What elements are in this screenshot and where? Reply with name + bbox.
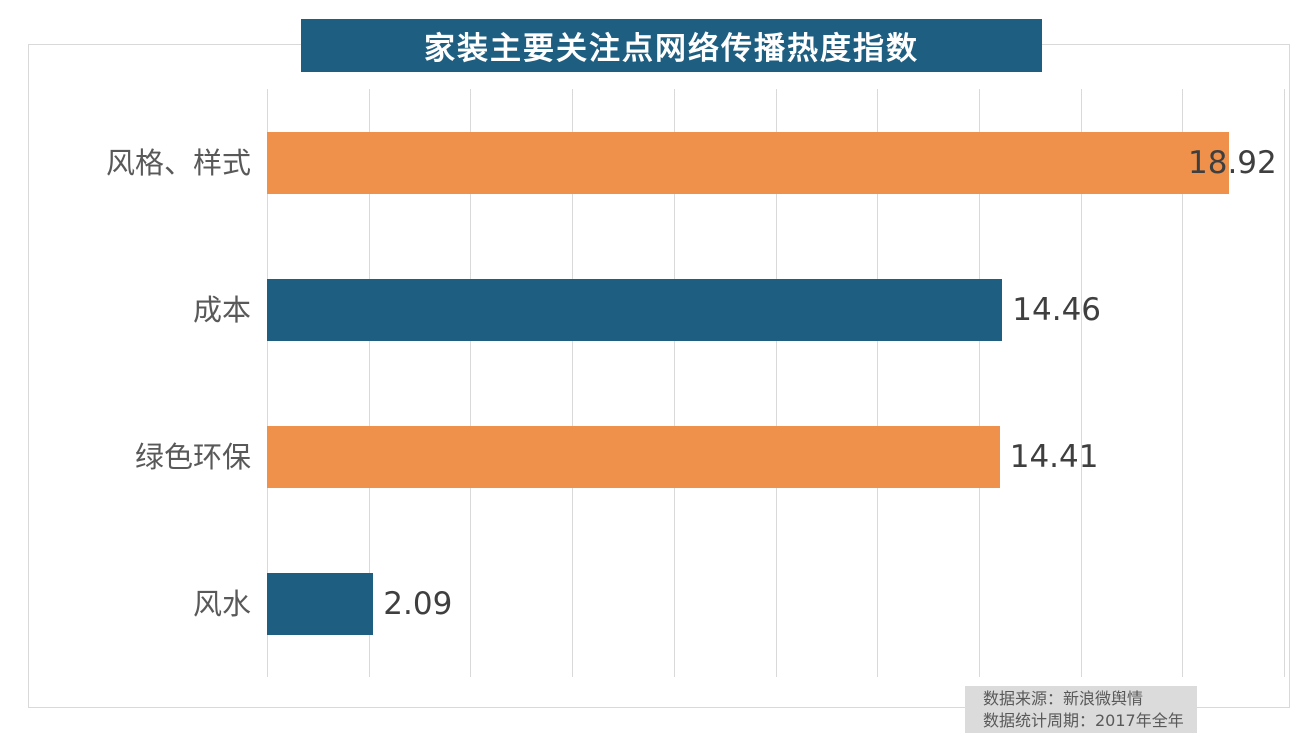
chart-title: 家装主要关注点网络传播热度指数: [301, 19, 1042, 72]
gridline: [1284, 89, 1285, 677]
bar-3: [267, 425, 1000, 488]
gridline: [673, 89, 675, 677]
category-label-3: 绿色环保: [134, 439, 251, 474]
source-note-line1: 数据来源：新浪微舆情: [983, 689, 1144, 708]
source-note-line2: 数据统计周期：2017年全年: [983, 711, 1184, 730]
bar-4: [267, 572, 374, 635]
category-label-1: 风格、样式: [105, 145, 251, 180]
value-label-2: 14.46: [1012, 291, 1102, 328]
value-label-1: 18.92: [1188, 144, 1277, 181]
bar-1: [267, 131, 1230, 194]
value-label-4: 2.09: [383, 585, 453, 622]
chart-frame: 风格、样式成本绿色环保风水 18.92 14.46 14.41 2.09: [28, 44, 1290, 708]
plot-area: 18.92 14.46 14.41 2.09: [267, 89, 1285, 677]
source-note: 数据来源：新浪微舆情 数据统计周期：2017年全年: [965, 686, 1197, 733]
category-labels: 风格、样式成本绿色环保风水: [29, 89, 251, 677]
gridline: [877, 89, 879, 677]
gridline: [267, 89, 268, 677]
gridline: [775, 89, 777, 677]
gridline: [470, 89, 472, 677]
category-label-2: 成本: [192, 292, 251, 327]
category-label-4: 风水: [192, 586, 251, 621]
gridline: [368, 89, 370, 677]
bar-2: [267, 278, 1003, 341]
gridline: [1080, 89, 1082, 677]
gridline: [978, 89, 980, 677]
value-label-3: 14.41: [1009, 438, 1099, 475]
gridline: [572, 89, 574, 677]
gridline: [1182, 89, 1184, 677]
